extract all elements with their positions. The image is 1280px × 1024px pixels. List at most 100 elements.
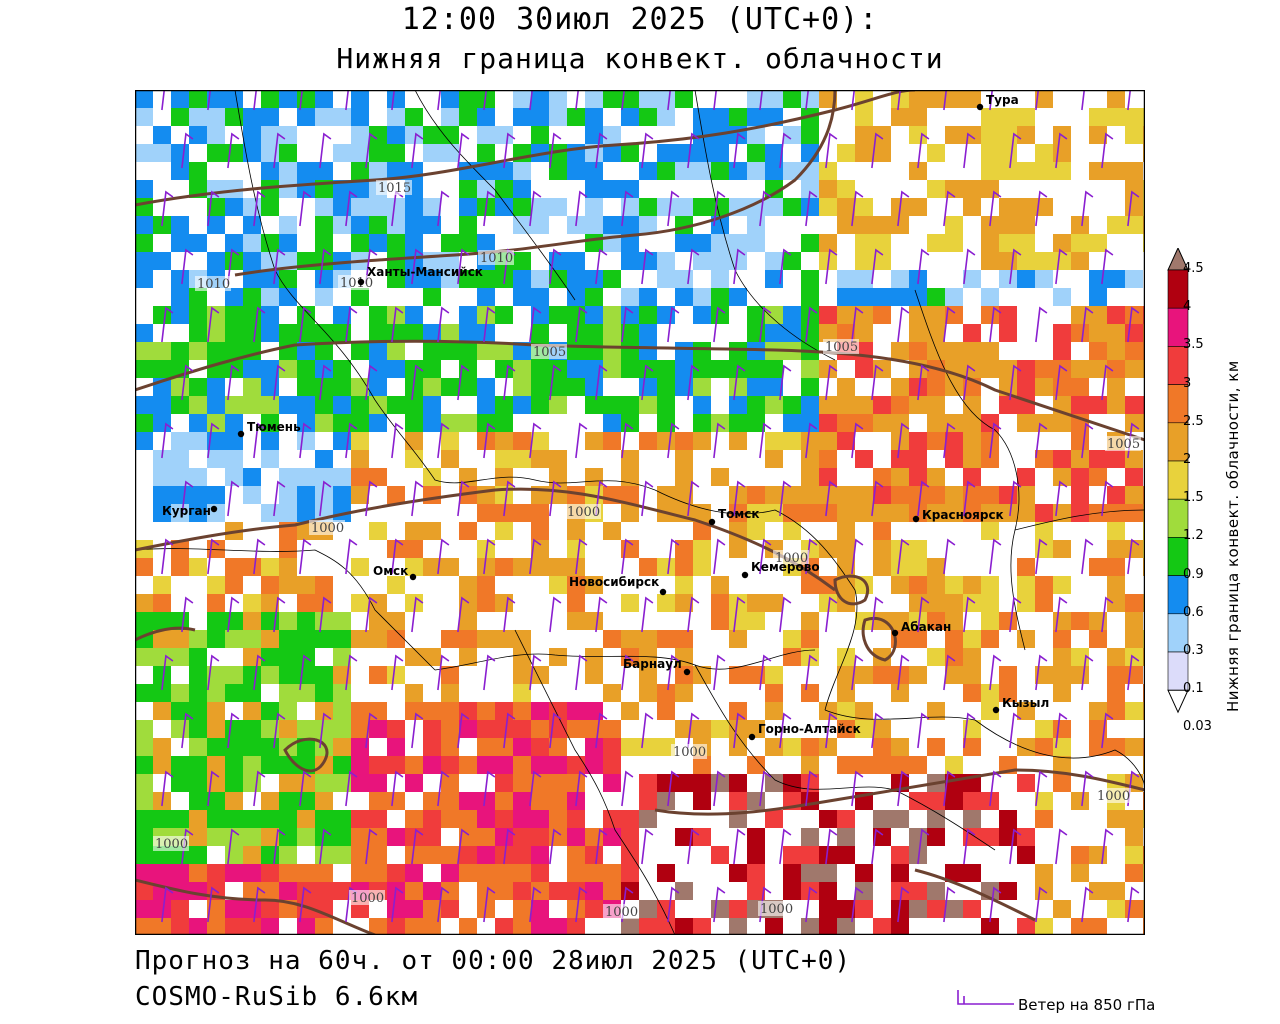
wind-barb [391,886,404,923]
wind-barb [575,654,588,691]
wind-barb [273,248,286,285]
wind-barb [897,422,910,459]
wind-barb [391,538,404,575]
wind-barb [851,538,864,575]
city-dot [357,278,365,286]
wind-barb [595,364,608,401]
wind-barb [529,306,542,343]
wind-barb [253,306,266,343]
wind-barb [549,828,562,865]
city-label: Кемерово [751,560,820,574]
colorbar-bottom-arrow [1167,689,1189,714]
wind-barb [483,770,496,807]
wind-barb [1035,90,1040,111]
wind-barb [667,770,680,807]
wind-barb [273,480,286,517]
wind-barb [687,596,700,633]
city-label: Новосибирск [569,575,659,589]
wind-barb [779,828,792,865]
wind-barb [943,770,956,807]
wind-barb [595,248,608,285]
wind-barb [273,364,286,401]
wind-barb [963,364,976,401]
wind-barb [733,596,746,633]
wind-barb [181,596,194,633]
wind-barb [917,480,930,517]
wind-barb [595,132,608,169]
wind-barb [851,90,856,111]
wind-legend: Ветер на 850 гПа [954,988,1214,1018]
wind-barb [621,770,634,807]
wind-barb [319,132,332,169]
wind-barb [411,248,424,285]
wind-barb [963,480,976,517]
wind-barb [161,306,174,343]
wind-barb [549,712,562,749]
wind-barb [897,190,910,227]
wind-barb [917,132,930,169]
wind-barb [299,90,304,111]
wind-barb [713,90,718,111]
wind-barb [227,480,240,517]
isobar-label: 1010 [197,277,230,292]
city-label: Тура [986,93,1019,107]
wind-barb [483,654,496,691]
city-label: Омск [373,564,408,578]
wind-barb [641,480,654,517]
wind-barb [457,364,470,401]
wind-barb [1081,422,1094,459]
wind-barb [391,306,404,343]
wind-barb [273,596,286,633]
wind-barb [1035,190,1048,227]
wind-barb [851,770,864,807]
wind-barb [161,538,174,575]
wind-barb [759,190,772,227]
isobar-label: 1015 [378,181,411,196]
wind-barb [299,654,312,691]
wind-barb [713,886,726,923]
colorbar-tick-label: 0.9 [1183,566,1204,582]
isobar-label: 1000 [311,521,344,536]
wind-barb [253,538,266,575]
wind-barb [483,306,496,343]
wind-barb [713,422,726,459]
wind-barb [943,422,956,459]
wind-barb [1127,886,1140,923]
wind-barb [733,828,746,865]
wind-barb [345,190,358,227]
city-dot [659,588,667,596]
wind-barb [457,596,470,633]
wind-barb [161,770,174,807]
wind-barb [779,480,792,517]
forecast-info: Прогноз на 60ч. от 00:00 28июл 2025 (UTC… [135,946,852,976]
wind-barb [1035,886,1048,923]
wind-barb [897,306,910,343]
wind-barb [779,712,792,749]
wind-barb [391,90,396,111]
isobar-label: 1005 [533,345,566,360]
wind-barb [641,248,654,285]
wind-barb [871,364,884,401]
wind-barb [825,480,838,517]
city-label: Ханты-Мансийск [367,265,483,279]
map-title-time: 12:00 30июл 2025 (UTC+0): [401,2,879,37]
wind-barb [483,886,496,923]
wind-barb [759,90,764,111]
wind-barb [575,422,588,459]
colorbar-tick-label: 1.5 [1183,490,1204,506]
wind-barb [1081,654,1094,691]
wind-barb [411,364,424,401]
wind-barb [897,886,910,923]
wind-barb [713,306,726,343]
wind-barb [667,190,680,227]
wind-barb [273,828,286,865]
wind-barb [549,248,562,285]
wind-barb [345,654,358,691]
isobar-labels: 1010 1015 1010 1010 1005 1005 1005 1000 1000 1000… [153,180,1141,920]
wind-barb [1101,828,1114,865]
wind-barb [989,90,994,111]
wind-barb [805,306,818,343]
wind-barb [641,364,654,401]
wind-barb [319,248,332,285]
city-dot [708,518,716,526]
